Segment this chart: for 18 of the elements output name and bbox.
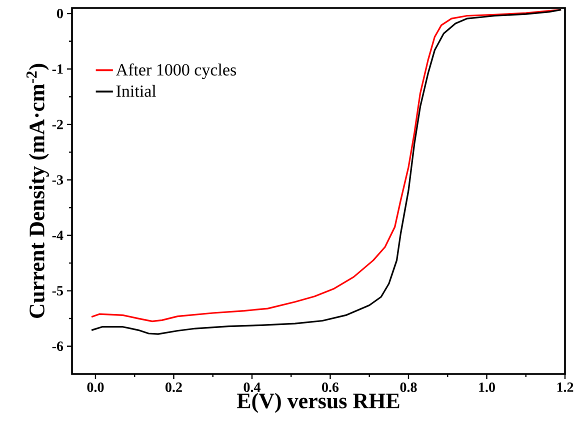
y-tick-label: -3 (52, 175, 63, 185)
y-tick-label: 0 (57, 8, 63, 18)
y-tick-label: -1 (52, 64, 63, 74)
x-tick-label: 0.6 (322, 382, 339, 392)
legend-label: After 1000 cycles (116, 63, 236, 80)
x-axis-title: E(V) versus RHE (236, 392, 400, 413)
x-tick-label: 1.2 (557, 382, 574, 392)
legend-label: Initial (116, 84, 156, 97)
x-tick-label: 1.0 (479, 382, 495, 392)
x-tick-label: 0.2 (166, 382, 182, 392)
x-tick-label: 0.4 (244, 382, 260, 392)
y-tick-label: -6 (52, 342, 64, 351)
x-tick-label: 0.8 (400, 382, 417, 392)
y-tick-label: -4 (52, 230, 64, 240)
y-tick-label: -2 (52, 120, 63, 130)
y-axis-title: Current Density (mA·cm$^{-2}$) (26, 64, 49, 318)
y-tick-label: -5 (52, 286, 63, 296)
x-tick-label: 0.0 (87, 382, 104, 392)
